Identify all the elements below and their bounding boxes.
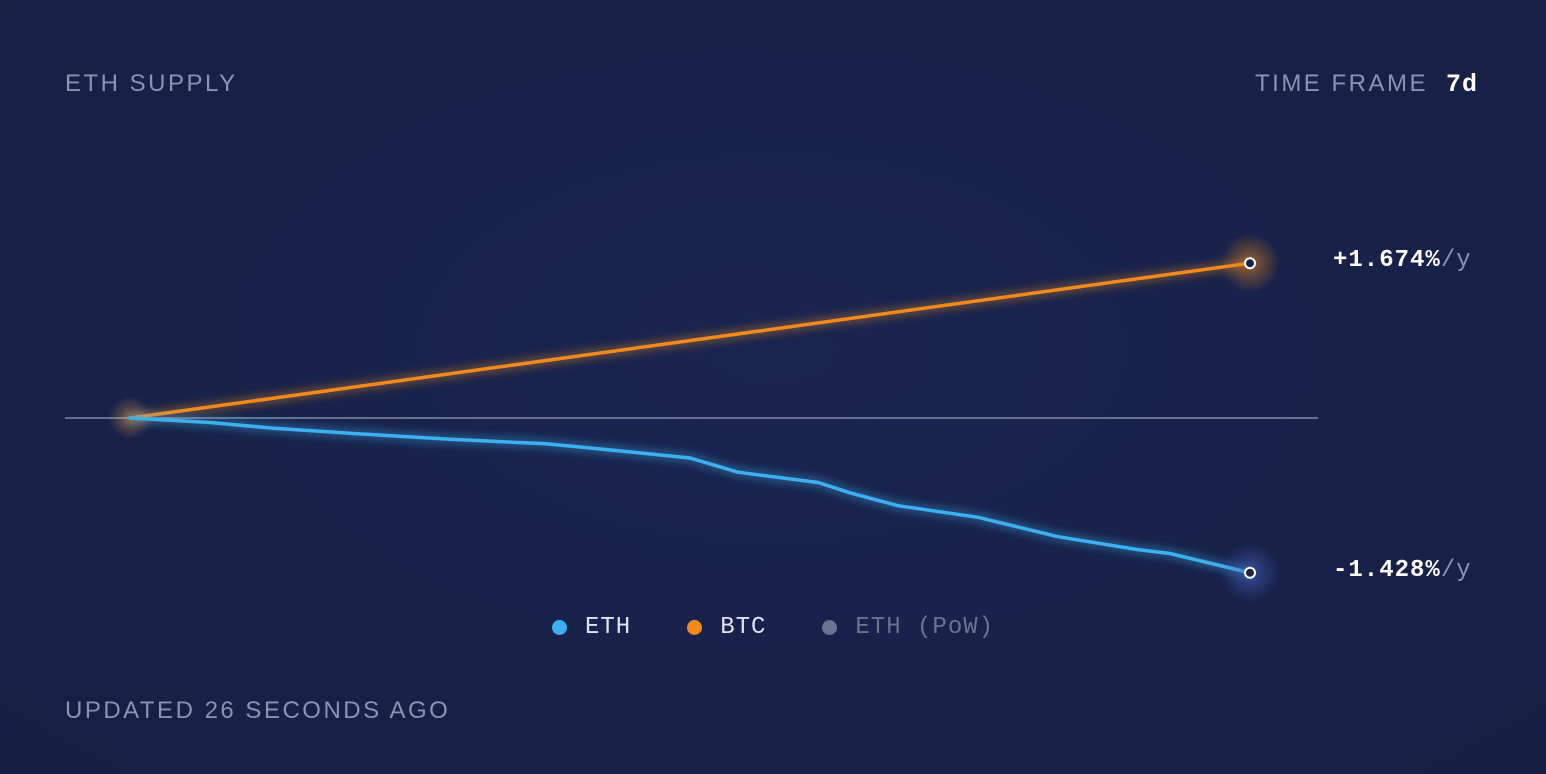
legend-label-btc: BTC (720, 614, 767, 641)
btc-end-value: +1.674% (1333, 247, 1441, 275)
chart-title: ETH SUPPLY (65, 70, 238, 97)
legend-label-eth: ETH (584, 614, 632, 641)
btc-endpoint-marker (1244, 257, 1256, 270)
legend-item-eth-pow[interactable]: ETH (PoW) (822, 614, 994, 641)
eth-endpoint-marker (1244, 566, 1256, 579)
eth-end-value: -1.428% (1333, 556, 1441, 584)
legend-label-eth-pow: ETH (PoW) (855, 614, 995, 641)
eth-pow-dot-icon (822, 620, 838, 635)
eth-series-line (128, 416, 1252, 575)
btc-series-line (128, 261, 1252, 420)
chart-legend: ETH BTC ETH (PoW) (0, 614, 1546, 641)
series-layer (128, 233, 1280, 603)
timeframe-selector[interactable]: TIME FRAME 7d (1255, 70, 1478, 99)
eth-end-unit: /y (1440, 556, 1472, 584)
legend-item-eth[interactable]: ETH (551, 614, 632, 641)
btc-end-unit: /y (1440, 247, 1472, 275)
timeframe-value[interactable]: 7d (1445, 70, 1478, 99)
eth-end-label: -1.428%/y (1333, 557, 1472, 584)
eth-dot-icon (551, 620, 567, 635)
btc-dot-icon (687, 620, 703, 635)
btc-end-label: +1.674%/y (1333, 247, 1472, 274)
updated-timestamp: UPDATED 26 SECONDS AGO (65, 697, 451, 724)
timeframe-label: TIME FRAME (1254, 70, 1428, 97)
legend-item-btc[interactable]: BTC (687, 614, 766, 641)
